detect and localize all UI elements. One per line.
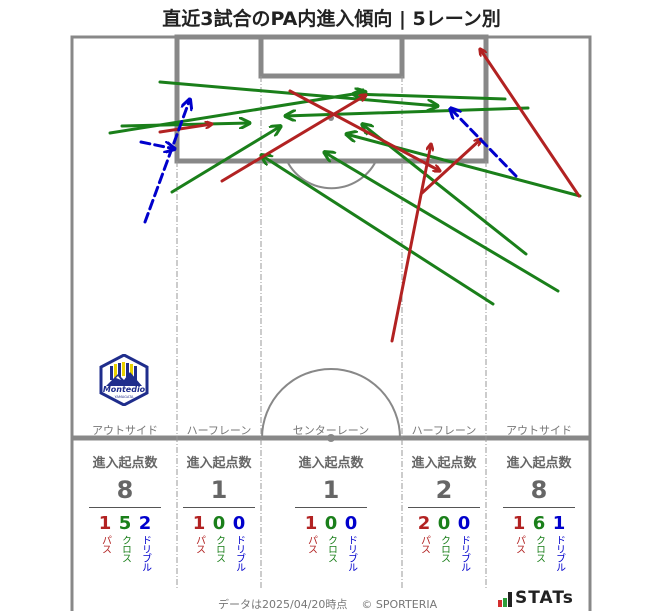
lane-label-left-halfspace: ハーフレーン bbox=[186, 424, 252, 437]
dribble-count: 2 bbox=[138, 513, 152, 534]
cross-arrow bbox=[351, 94, 507, 101]
penalty-arc bbox=[286, 160, 377, 190]
stat-heading: 進入起点数 bbox=[92, 456, 158, 471]
lane-label-right-halfspace: ハーフレーン bbox=[411, 424, 477, 437]
divider bbox=[183, 507, 255, 508]
divider bbox=[503, 507, 575, 508]
logo-subtext: YAMAGATA bbox=[115, 395, 134, 399]
pass-arrow bbox=[480, 49, 581, 198]
stat-heading: 進入起点数 bbox=[298, 456, 364, 471]
cross-arrow bbox=[324, 152, 560, 293]
pass-count: 2 bbox=[417, 513, 431, 534]
stat-heading: 進入起点数 bbox=[506, 456, 572, 471]
pass-label: パス bbox=[99, 535, 111, 553]
pass-arrow bbox=[390, 144, 431, 343]
pass-label: パス bbox=[513, 535, 525, 553]
cross-arrow bbox=[170, 126, 281, 194]
pass-count: 1 bbox=[304, 513, 318, 534]
dribble-count: 0 bbox=[457, 513, 471, 534]
dribble-label: ドリブル bbox=[345, 535, 357, 571]
dribble-label: ドリブル bbox=[553, 535, 565, 571]
dribble-arrow bbox=[143, 99, 190, 224]
lane-label-left-outside: アウトサイド bbox=[92, 424, 158, 437]
divider bbox=[295, 507, 367, 508]
stat-total: 8 bbox=[530, 476, 548, 504]
center-circle bbox=[261, 368, 401, 439]
cross-count: 5 bbox=[118, 513, 132, 534]
stat-total: 1 bbox=[210, 476, 228, 504]
pass-arrow bbox=[158, 124, 212, 134]
pass-arrow bbox=[420, 139, 481, 195]
pass-label: パス bbox=[193, 535, 205, 553]
team-logo: Montedio YAMAGATA bbox=[99, 354, 149, 406]
dribble-label: ドリブル bbox=[139, 535, 151, 571]
cross-label: クロス bbox=[213, 535, 225, 562]
cross-arrow bbox=[346, 134, 582, 198]
cross-arrow bbox=[261, 155, 495, 306]
cross-label: クロス bbox=[119, 535, 131, 562]
dribble-label: ドリブル bbox=[458, 535, 470, 571]
cross-arrow bbox=[120, 123, 252, 126]
lane-label-right-outside: アウトサイド bbox=[506, 424, 572, 437]
cross-count: 0 bbox=[212, 513, 226, 534]
stat-total: 1 bbox=[322, 476, 340, 504]
pass-label: パス bbox=[418, 535, 430, 553]
divider bbox=[89, 507, 161, 508]
lane-stats-right-outside: 進入起点数 8 1 パス 6 クロス 1 ドリブル bbox=[492, 452, 586, 571]
cross-label: クロス bbox=[325, 535, 337, 562]
logo-text: Montedio bbox=[103, 385, 146, 394]
bar-chart-icon bbox=[498, 592, 512, 607]
cross-label: クロス bbox=[533, 535, 545, 562]
lane-stats-left-outside: 進入起点数 8 1 パス 5 クロス 2 ドリブル bbox=[80, 452, 170, 571]
stat-heading: 進入起点数 bbox=[411, 456, 477, 471]
lane-stats-left-halfspace: 進入起点数 1 1 パス 0 クロス 0 ドリブル bbox=[180, 452, 258, 571]
lane-label-center: センターレーン bbox=[292, 424, 370, 437]
pass-count: 1 bbox=[512, 513, 526, 534]
pass-label: パス bbox=[305, 535, 317, 553]
dribble-arrow bbox=[139, 140, 175, 149]
dribble-count: 0 bbox=[232, 513, 246, 534]
brand-wordmark: STATs bbox=[515, 588, 574, 608]
stat-total: 2 bbox=[435, 476, 453, 504]
cross-count: 0 bbox=[324, 513, 338, 534]
entry-arrows bbox=[108, 49, 582, 343]
stat-heading: 進入起点数 bbox=[186, 456, 252, 471]
divider bbox=[408, 507, 480, 508]
pass-count: 1 bbox=[192, 513, 206, 534]
data-date: データは2025/04/20時点 bbox=[218, 598, 348, 611]
cross-arrow bbox=[283, 106, 530, 116]
lane-stats-center: 進入起点数 1 1 パス 0 クロス 0 ドリブル bbox=[272, 452, 390, 571]
center-spot bbox=[327, 434, 335, 442]
cross-count: 6 bbox=[532, 513, 546, 534]
cross-arrow bbox=[158, 80, 438, 106]
dribble-label: ドリブル bbox=[233, 535, 245, 571]
cross-count: 0 bbox=[437, 513, 451, 534]
dribble-arrow bbox=[450, 108, 518, 178]
goal-area bbox=[258, 34, 405, 79]
lane-stats-right-halfspace: 進入起点数 2 2 パス 0 クロス 0 ドリブル bbox=[405, 452, 483, 571]
pass-count: 1 bbox=[98, 513, 112, 534]
dribble-count: 0 bbox=[344, 513, 358, 534]
pass-arrow bbox=[220, 95, 366, 183]
copyright: © SPORTERIA bbox=[361, 598, 438, 611]
dribble-count: 1 bbox=[552, 513, 566, 534]
pass-arrow bbox=[288, 89, 440, 171]
stats-brand-logo: STATs bbox=[498, 590, 574, 607]
footer-note: データは2025/04/20時点 © SPORTERIA bbox=[218, 596, 437, 612]
chart-title: 直近3試合のPA内進入傾向 | 5レーン別 bbox=[162, 8, 501, 30]
cross-label: クロス bbox=[438, 535, 450, 562]
stat-total: 8 bbox=[116, 476, 134, 504]
